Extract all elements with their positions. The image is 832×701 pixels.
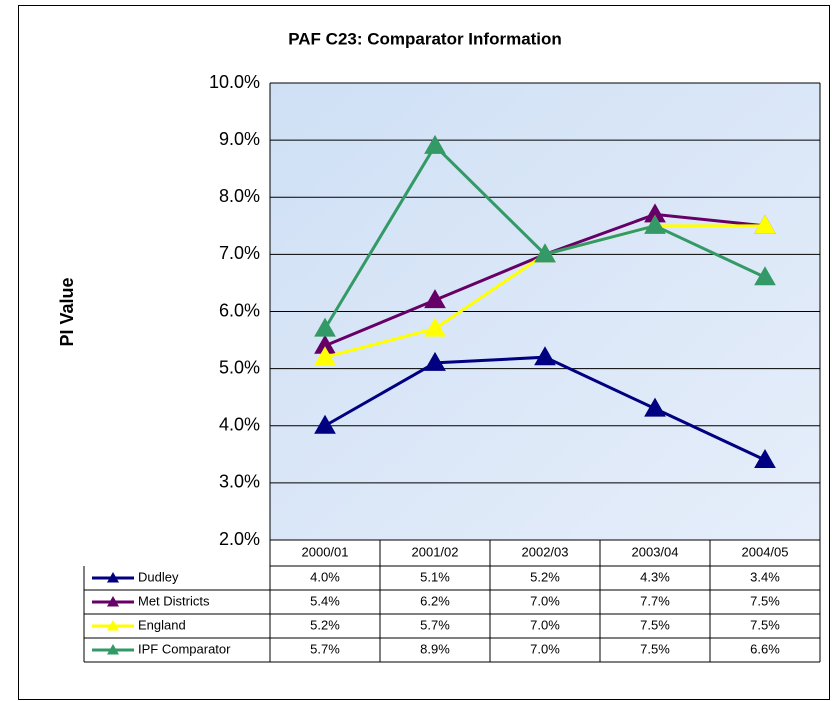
table-value: 5.4% <box>310 593 340 608</box>
table-value: 7.7% <box>640 593 670 608</box>
table-value: 3.4% <box>750 569 780 584</box>
table-value: 4.3% <box>640 569 670 584</box>
table-value: 7.5% <box>750 593 780 608</box>
legend-marker <box>107 620 119 631</box>
x-tick-label: 2003/04 <box>632 544 679 559</box>
point-marker <box>534 243 556 263</box>
chart-title: PAF C23: Comparator Information <box>288 29 562 48</box>
y-tick-label: 3.0% <box>219 472 260 492</box>
y-tick-label: 7.0% <box>219 243 260 263</box>
table-value: 7.0% <box>530 593 560 608</box>
table-value: 5.2% <box>310 617 340 632</box>
table-value: 4.0% <box>310 569 340 584</box>
table-value: 7.5% <box>640 641 670 656</box>
x-tick-label: 2000/01 <box>302 544 349 559</box>
y-tick-label: 6.0% <box>219 300 260 320</box>
point-marker <box>754 449 776 469</box>
table-value: 5.7% <box>420 617 450 632</box>
legend-marker <box>107 644 119 655</box>
y-tick-label: 9.0% <box>219 129 260 149</box>
table-value: 6.6% <box>750 641 780 656</box>
table-value: 7.5% <box>640 617 670 632</box>
y-tick-label: 10.0% <box>209 72 260 92</box>
legend-label: England <box>138 617 186 632</box>
table-value: 5.2% <box>530 569 560 584</box>
table-value: 5.1% <box>420 569 450 584</box>
point-marker <box>424 317 446 337</box>
table-value: 7.5% <box>750 617 780 632</box>
point-marker <box>314 414 336 434</box>
point-marker <box>754 266 776 286</box>
point-marker <box>314 317 336 337</box>
y-tick-label: 5.0% <box>219 357 260 377</box>
table-value: 5.7% <box>310 641 340 656</box>
x-tick-label: 2004/05 <box>742 544 789 559</box>
legend-marker <box>107 572 119 583</box>
point-marker <box>424 134 446 154</box>
table-value: 8.9% <box>420 641 450 656</box>
table-value: 7.0% <box>530 641 560 656</box>
x-tick-label: 2001/02 <box>412 544 459 559</box>
y-tick-label: 2.0% <box>219 529 260 549</box>
y-tick-label: 4.0% <box>219 415 260 435</box>
point-marker <box>424 289 446 309</box>
y-tick-label: 8.0% <box>219 186 260 206</box>
legend-label: IPF Comparator <box>138 641 231 656</box>
point-marker <box>314 346 336 366</box>
point-marker <box>754 214 776 234</box>
legend-label: Met Districts <box>138 593 210 608</box>
y-axis-label: PI Value <box>57 277 77 346</box>
table-value: 6.2% <box>420 593 450 608</box>
point-marker <box>644 397 666 417</box>
point-marker <box>644 214 666 234</box>
table-value: 7.0% <box>530 617 560 632</box>
legend-marker <box>107 596 119 607</box>
legend-label: Dudley <box>138 569 179 584</box>
point-marker <box>424 351 446 371</box>
point-marker <box>534 346 556 366</box>
x-tick-label: 2002/03 <box>522 544 569 559</box>
